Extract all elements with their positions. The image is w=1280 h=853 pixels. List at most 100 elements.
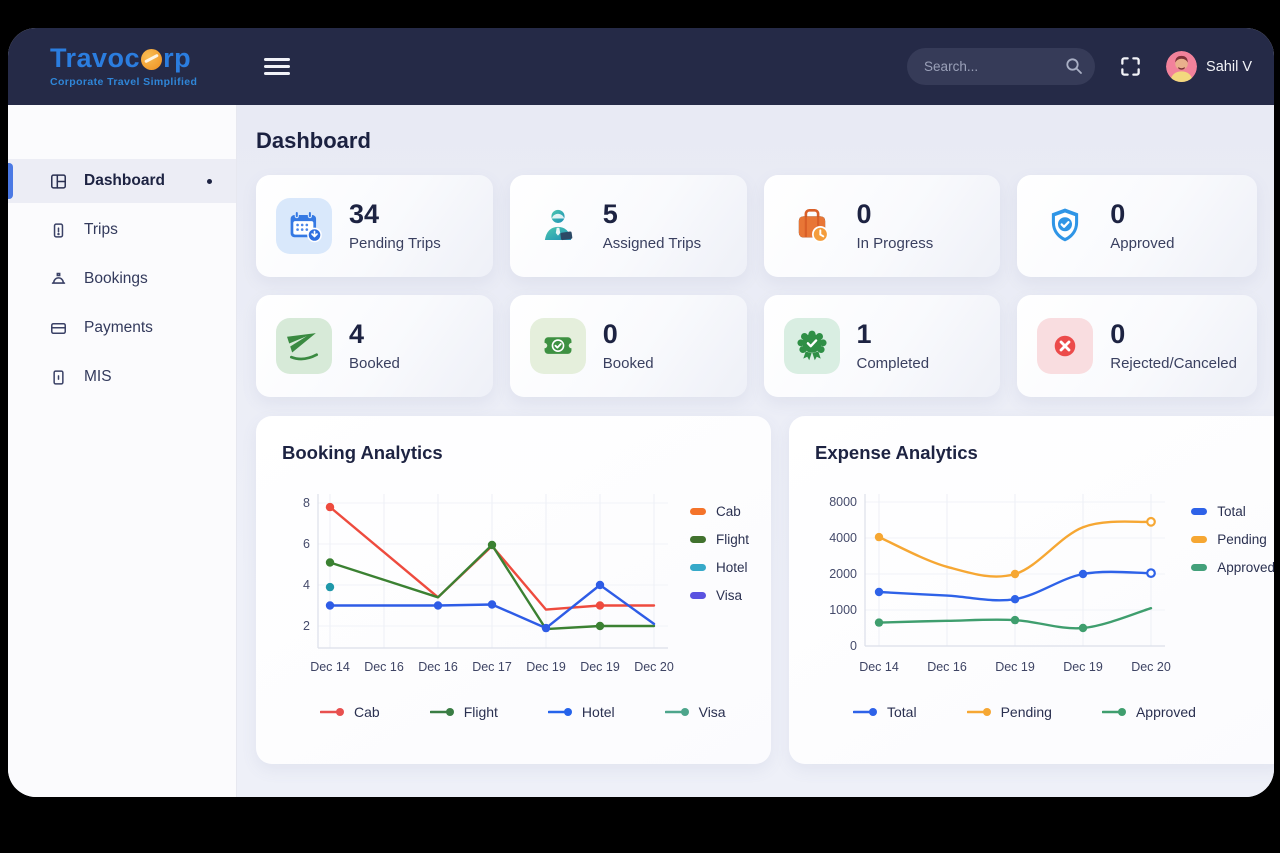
search-box xyxy=(907,48,1096,85)
stat-card-approved[interactable]: 0 Approved xyxy=(1017,175,1257,277)
sidebar-item-label: MIS xyxy=(84,368,112,385)
booking-analytics-card: Booking Analytics 2 4 6 8 Dec 14 Dec 16 Dec 16… xyxy=(256,416,771,764)
legend-label: Pending xyxy=(1000,704,1052,720)
stat-label: In Progress xyxy=(856,234,934,252)
svg-text:Dec 14: Dec 14 xyxy=(859,660,899,674)
legend-swatch xyxy=(689,507,706,516)
fullscreen-icon[interactable] xyxy=(1119,55,1142,78)
user-name: Sahil V xyxy=(1206,58,1252,75)
user-avatar[interactable] xyxy=(1166,51,1198,82)
sidebar-item-bookings[interactable]: Bookings xyxy=(8,257,236,301)
legend-item-hotel[interactable]: Hotel xyxy=(689,560,749,575)
stat-card-completed[interactable]: 1 Completed xyxy=(763,295,1001,397)
sidebar-item-dashboard[interactable]: Dashboard xyxy=(8,159,236,203)
booking-chart-bottom-legend: Cab Flight Hotel Visa xyxy=(282,704,753,720)
legend-line-marker xyxy=(853,708,877,716)
svg-text:Dec 20: Dec 20 xyxy=(1131,660,1171,674)
legend-swatch xyxy=(689,591,706,600)
expense-chart-side-legend: Total Pending Approved xyxy=(1191,504,1274,575)
bookings-icon xyxy=(49,270,68,289)
legend-line-marker xyxy=(320,708,344,716)
legend-item-cab[interactable]: Cab xyxy=(689,504,749,519)
legend-line-marker xyxy=(966,708,991,716)
svg-text:4000: 4000 xyxy=(829,531,857,545)
dashboard-icon xyxy=(49,172,68,191)
logo-tagline: Corporate Travel Simplified xyxy=(50,76,198,88)
sidebar-nav: Dashboard Trips Bookings Payments MIS xyxy=(8,105,237,797)
brand-logo[interactable]: Trav o c rp Corporate Travel Simplified xyxy=(8,43,237,89)
stat-card-flights-booked[interactable]: 4 Booked xyxy=(256,295,493,397)
search-input[interactable] xyxy=(907,48,1096,85)
svg-text:0: 0 xyxy=(850,639,857,653)
legend-item-flight[interactable]: Flight xyxy=(689,532,749,547)
stat-value: 5 xyxy=(602,199,618,230)
legend-label: Total xyxy=(887,704,917,720)
stat-value: 34 xyxy=(349,199,380,230)
ticket-check-icon xyxy=(529,318,586,374)
legend-item-total[interactable]: Total xyxy=(853,704,917,720)
stat-card-assigned-trips[interactable]: 5 Assigned Trips xyxy=(509,175,747,277)
search-icon[interactable] xyxy=(1065,57,1083,80)
legend-label: Cab xyxy=(354,704,380,720)
svg-text:8: 8 xyxy=(303,496,310,510)
expense-chart-bottom-legend: Total Pending Approved xyxy=(815,704,1269,720)
logo-globe-plane-icon xyxy=(141,49,163,70)
legend-label: Flight xyxy=(715,532,749,547)
stat-value: 0 xyxy=(856,199,872,230)
legend-label: Pending xyxy=(1217,532,1267,547)
legend-line-marker xyxy=(429,708,454,716)
sidebar-item-label: Bookings xyxy=(84,270,148,287)
medal-check-icon xyxy=(783,318,840,374)
sidebar-item-payments[interactable]: Payments xyxy=(8,306,236,350)
booking-analytics-chart: 2 4 6 8 Dec 14 Dec 16 Dec 16 Dec 17 Dec 19 Dec 19… xyxy=(303,494,674,674)
stat-label: Booked xyxy=(602,354,654,372)
stat-value: 4 xyxy=(349,319,365,350)
legend-item-approved[interactable]: Approved xyxy=(1191,560,1274,575)
legend-item-cab[interactable]: Cab xyxy=(320,704,380,720)
expense-analytics-chart: 0 1000 2000 4000 8000 Dec 14 Dec 16 Dec 19 Dec 1… xyxy=(829,494,1171,674)
svg-text:Dec 20: Dec 20 xyxy=(634,660,674,674)
legend-item-pending[interactable]: Pending xyxy=(966,704,1052,720)
mis-icon xyxy=(49,368,68,387)
legend-swatch xyxy=(689,563,706,572)
svg-text:Dec 19: Dec 19 xyxy=(580,660,620,674)
legend-label: Cab xyxy=(715,504,741,519)
legend-swatch xyxy=(1191,535,1208,544)
logo-title: Trav o c rp xyxy=(50,43,192,73)
svg-text:Dec 19: Dec 19 xyxy=(526,660,566,674)
legend-label: Flight xyxy=(463,704,498,720)
stat-card-tickets-booked[interactable]: 0 Booked xyxy=(509,295,747,397)
stat-value: 0 xyxy=(602,319,618,350)
legend-item-pending[interactable]: Pending xyxy=(1191,532,1274,547)
legend-item-total[interactable]: Total xyxy=(1191,504,1274,519)
chart-title: Booking Analytics xyxy=(282,442,443,463)
svg-text:6: 6 xyxy=(303,537,310,551)
active-dot xyxy=(207,178,212,184)
svg-text:Dec 19: Dec 19 xyxy=(995,660,1035,674)
sidebar-item-trips[interactable]: Trips xyxy=(8,208,236,252)
stat-label: Rejected/Canceled xyxy=(1110,354,1237,372)
legend-item-visa[interactable]: Visa xyxy=(689,588,749,603)
legend-item-visa[interactable]: Visa xyxy=(664,704,726,720)
stat-card-in-progress[interactable]: 0 In Progress xyxy=(763,175,1001,277)
cancel-icon xyxy=(1037,318,1094,374)
svg-text:Dec 16: Dec 16 xyxy=(927,660,967,674)
legend-swatch xyxy=(1191,563,1208,572)
svg-text:Dec 16: Dec 16 xyxy=(418,660,458,674)
menu-toggle-icon[interactable] xyxy=(264,54,290,79)
svg-text:1000: 1000 xyxy=(829,603,857,617)
legend-item-flight[interactable]: Flight xyxy=(429,704,498,720)
legend-swatch xyxy=(689,535,706,544)
stat-card-rejected[interactable]: 0 Rejected/Canceled xyxy=(1017,295,1257,397)
charts-row: Booking Analytics 2 4 6 8 Dec 14 Dec 16 Dec 16… xyxy=(256,416,1274,764)
legend-line-marker xyxy=(664,708,689,716)
legend-item-approved[interactable]: Approved xyxy=(1101,704,1196,720)
legend-swatch xyxy=(1191,507,1208,516)
legend-item-hotel[interactable]: Hotel xyxy=(547,704,615,720)
svg-text:Dec 14: Dec 14 xyxy=(310,660,350,674)
svg-text:4: 4 xyxy=(303,578,310,592)
stat-card-pending-trips[interactable]: 34 Pending Trips xyxy=(256,175,493,277)
sidebar-item-mis[interactable]: MIS xyxy=(8,355,236,399)
expense-analytics-card: Expense Analytics 0 1000 2000 4000 8000 Dec 1… xyxy=(789,416,1274,764)
legend-label: Total xyxy=(1217,504,1246,519)
